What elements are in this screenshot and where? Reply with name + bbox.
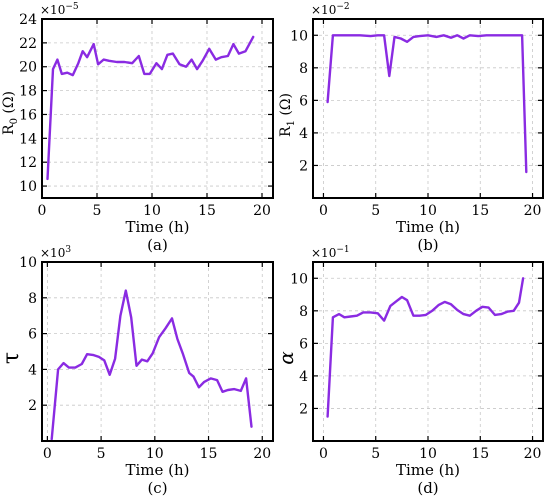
panel-d-ytick-label-4: 10 xyxy=(290,271,308,287)
panel-a-series-line xyxy=(46,35,255,181)
panel-a-xtick-label-1: 5 xyxy=(93,203,102,219)
panel-a-xtick-label-0: 0 xyxy=(38,203,47,219)
panel-c-ytick-label-1: 4 xyxy=(28,362,37,378)
panel-a-xtick-label-3: 15 xyxy=(198,203,216,219)
panel-c-ylabel: τ xyxy=(0,352,24,364)
panel-a-ytick-label-6: 22 xyxy=(19,36,37,52)
panel-a-ytick-label-7: 24 xyxy=(19,12,37,28)
panel-c-caption: (c) xyxy=(147,479,167,497)
panel-b-ylabel: R1 (Ω) xyxy=(278,93,297,137)
panel-a-ylabel: R0 (Ω) xyxy=(1,91,20,135)
panel-d-xtick-label-1: 5 xyxy=(371,446,380,462)
panel-c-multiplier: ×103 xyxy=(40,245,71,260)
panel-b-ytick-label-4: 10 xyxy=(290,28,308,44)
panel-a-caption: (a) xyxy=(147,236,168,254)
panel-c-frame xyxy=(41,261,274,442)
panel-a-xlabel: Time (h) xyxy=(125,218,189,236)
panel-c-xlabel: Time (h) xyxy=(125,461,189,479)
panel-d-xlabel: Time (h) xyxy=(396,461,460,479)
panel-a-ytick-label-2: 14 xyxy=(19,131,37,147)
panel-a-xtick-label-4: 20 xyxy=(253,203,271,219)
panel-b-ytick-label-0: 2 xyxy=(299,158,308,174)
panel-d-caption: (d) xyxy=(417,479,438,497)
panel-b-ytick-label-3: 8 xyxy=(299,61,308,77)
panel-b-xlabel: Time (h) xyxy=(396,218,460,236)
panel-b-multiplier: ×10−2 xyxy=(311,2,350,17)
panel-a-ytick-label-1: 12 xyxy=(19,155,37,171)
panel-b-ytick-label-2: 6 xyxy=(299,93,308,109)
panel-a-ytick-label-0: 10 xyxy=(19,179,37,195)
panel-c-ytick-label-4: 10 xyxy=(19,255,37,271)
panel-b-caption: (b) xyxy=(417,236,438,254)
panel-b-xtick-label-4: 20 xyxy=(524,203,542,219)
panel-d-xtick-label-3: 15 xyxy=(471,446,489,462)
panel-b-series-line xyxy=(326,34,528,174)
panel-c-ytick-label-3: 8 xyxy=(28,291,37,307)
panel-c-ytick-label-2: 6 xyxy=(28,327,37,343)
panel-a-ytick-label-3: 16 xyxy=(19,107,37,123)
panel-a-frame xyxy=(41,18,274,199)
panel-d-ytick-label-1: 4 xyxy=(299,369,308,385)
panel-b-xtick-label-0: 0 xyxy=(319,203,328,219)
panel-a-xtick-label-2: 10 xyxy=(143,203,161,219)
panel-b-xtick-label-2: 10 xyxy=(419,203,437,219)
panel-d-ytick-label-2: 6 xyxy=(299,336,308,352)
panel-d-multiplier: ×10−1 xyxy=(311,245,350,260)
panel-b-xtick-label-3: 15 xyxy=(471,203,489,219)
panel-d-xtick-label-0: 0 xyxy=(319,446,328,462)
panel-d-xtick-label-4: 20 xyxy=(524,446,542,462)
panel-a-ytick-label-5: 20 xyxy=(19,60,37,76)
panel-d-ytick-label-3: 8 xyxy=(299,304,308,320)
panel-d-ylabel: α xyxy=(274,351,298,365)
panel-c-xtick-label-1: 5 xyxy=(97,446,106,462)
panel-c-xtick-label-3: 15 xyxy=(200,446,218,462)
panel-c-ytick-label-0: 2 xyxy=(28,398,37,414)
panel-d-xtick-label-2: 10 xyxy=(419,446,437,462)
panel-c-xtick-label-2: 10 xyxy=(146,446,164,462)
panel-d-series-line xyxy=(326,277,525,418)
panel-b-xtick-label-1: 5 xyxy=(371,203,380,219)
panel-c-xtick-label-4: 20 xyxy=(253,446,271,462)
panel-b-ytick-label-1: 4 xyxy=(299,126,308,142)
panel-c-xtick-label-0: 0 xyxy=(43,446,52,462)
panel-c-series-line xyxy=(50,289,253,441)
panel-a-ytick-label-4: 18 xyxy=(19,84,37,100)
panel-a-multiplier: ×10−5 xyxy=(40,2,79,17)
panel-d-ytick-label-0: 2 xyxy=(299,401,308,417)
